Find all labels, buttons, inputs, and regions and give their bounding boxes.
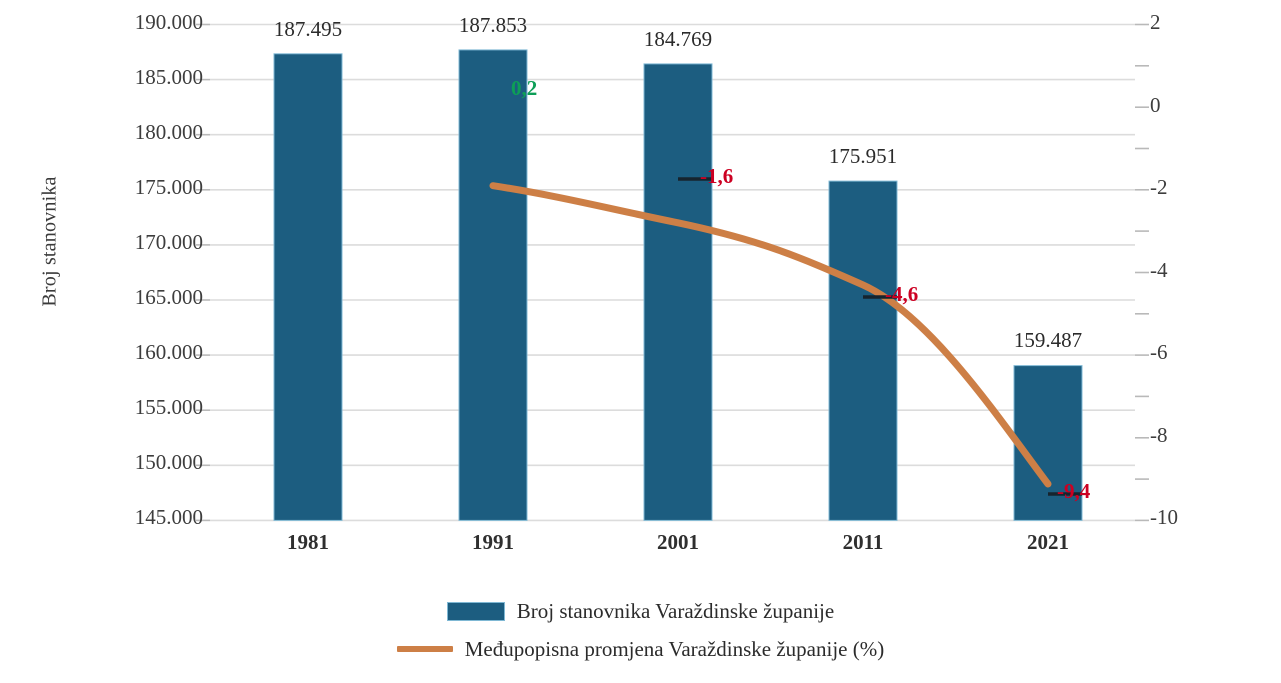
legend-label-bar: Broj stanovnika Varaždinske županije xyxy=(516,598,835,623)
right-axis-ticks xyxy=(1135,23,1149,522)
y-left-tick-180000: 180.000 xyxy=(134,120,203,144)
bar-2001[interactable] xyxy=(643,63,713,521)
legend-row-bar: Broj stanovnika Varaždinske županije xyxy=(0,592,1281,630)
line-path xyxy=(489,182,1052,488)
legend-bar-swatch-icon xyxy=(446,601,505,621)
y-right-tick-neg8: -8 xyxy=(1150,423,1168,447)
bar-1991[interactable] xyxy=(458,49,528,521)
x-tick-1981: 1981 xyxy=(287,530,329,554)
bar-label-1991: 187.853 xyxy=(458,13,528,37)
x-tick-2001: 2001 xyxy=(657,530,699,554)
x-tick-2011: 2011 xyxy=(842,530,884,554)
y-left-tick-145000: 145.000 xyxy=(134,505,203,529)
line-label-2011: -4,6 xyxy=(885,282,919,306)
legend-row-line: Međupopisna promjena Varaždinske županij… xyxy=(0,630,1281,668)
line-label-2001: -1,6 xyxy=(700,164,734,188)
y-axis-left-title: Broj stanovnika xyxy=(38,176,61,307)
y-left-tick-150000: 150.000 xyxy=(134,450,203,474)
legend-line-swatch-icon xyxy=(396,646,453,652)
legend-label-line: Međupopisna promjena Varaždinske županij… xyxy=(464,636,885,661)
bar-label-2011: 175.951 xyxy=(828,144,898,168)
bar-label-2021: 159.487 xyxy=(1013,328,1083,352)
y-left-tick-190000: 190.000 xyxy=(134,10,203,34)
y-right-tick-neg2: -2 xyxy=(1150,175,1168,199)
y-left-tick-155000: 155.000 xyxy=(134,395,203,419)
bar-1981[interactable] xyxy=(273,53,343,521)
chart-legend: Broj stanovnika Varaždinske županije Međ… xyxy=(0,592,1281,668)
bar-label-1981: 187.495 xyxy=(273,17,343,41)
line-series xyxy=(489,182,1052,488)
line-label-1991: 0,2 xyxy=(511,76,538,100)
bar-2011[interactable] xyxy=(828,180,898,521)
y-left-tick-170000: 170.000 xyxy=(134,230,203,254)
y-right-tick-neg4: -4 xyxy=(1150,258,1168,282)
x-tick-2021: 2021 xyxy=(1027,530,1069,554)
y-left-tick-160000: 160.000 xyxy=(134,340,203,364)
y-right-tick-neg10: -10 xyxy=(1150,505,1178,529)
y-left-tick-185000: 185.000 xyxy=(134,65,203,89)
label-leader-lines xyxy=(678,177,1082,496)
x-tick-1991: 1991 xyxy=(472,530,514,554)
y-left-tick-175000: 175.000 xyxy=(134,175,203,199)
y-right-tick-2: 2 xyxy=(1150,10,1161,34)
y-right-tick-neg6: -6 xyxy=(1150,340,1168,364)
y-left-tick-165000: 165.000 xyxy=(134,285,203,309)
left-axis-ticks xyxy=(196,23,210,522)
y-right-tick-0: 0 xyxy=(1150,93,1161,117)
bar-series xyxy=(273,49,1083,521)
line-label-2021: -9,4 xyxy=(1057,479,1091,503)
bar-label-2001: 184.769 xyxy=(643,27,713,51)
